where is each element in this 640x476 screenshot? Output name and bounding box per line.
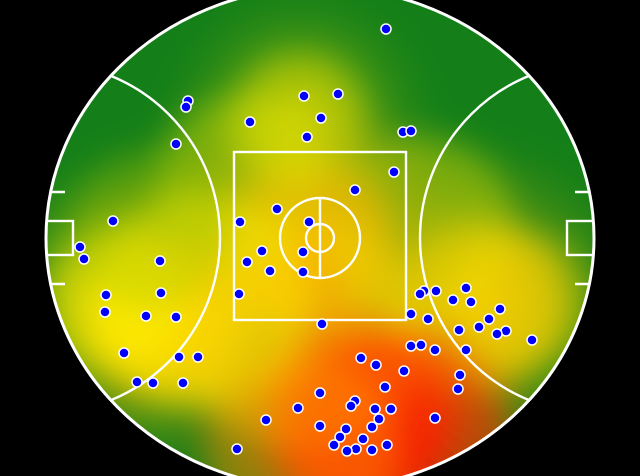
oval-boundary (44, 0, 596, 476)
scatter-point[interactable] (452, 383, 464, 395)
scatter-point[interactable] (334, 431, 346, 443)
scatter-point[interactable] (414, 288, 426, 300)
scatter-point[interactable] (147, 377, 159, 389)
scatter-point[interactable] (241, 256, 253, 268)
scatter-point[interactable] (388, 166, 400, 178)
scatter-point[interactable] (140, 310, 152, 322)
scatter-point[interactable] (131, 376, 143, 388)
scatter-point[interactable] (292, 402, 304, 414)
scatter-point[interactable] (340, 423, 352, 435)
scatter-point[interactable] (453, 324, 465, 336)
goal-square-right (565, 219, 595, 257)
scatter-point[interactable] (373, 413, 385, 425)
scatter-point[interactable] (314, 387, 326, 399)
density-blob (70, 150, 230, 310)
scatter-point[interactable] (465, 296, 477, 308)
scatter-point[interactable] (473, 321, 485, 333)
scatter-point[interactable] (303, 216, 315, 228)
scatter-point[interactable] (78, 253, 90, 265)
scatter-point[interactable] (494, 303, 506, 315)
scatter-point[interactable] (256, 245, 268, 257)
scatter-point[interactable] (244, 116, 256, 128)
scatter-point[interactable] (398, 365, 410, 377)
scatter-point[interactable] (422, 313, 434, 325)
scatter-point[interactable] (233, 288, 245, 300)
scatter-point[interactable] (447, 294, 459, 306)
scatter-point[interactable] (180, 101, 192, 113)
scatter-point[interactable] (405, 125, 417, 137)
scatter-point[interactable] (345, 400, 357, 412)
scatter-point[interactable] (155, 287, 167, 299)
scatter-point[interactable] (118, 347, 130, 359)
scatter-point[interactable] (192, 351, 204, 363)
scatter-point[interactable] (370, 359, 382, 371)
scatter-point[interactable] (405, 308, 417, 320)
scatter-point[interactable] (99, 306, 111, 318)
scatter-point[interactable] (234, 216, 246, 228)
scatter-point[interactable] (454, 369, 466, 381)
scatter-point[interactable] (328, 439, 340, 451)
scatter-point[interactable] (297, 246, 309, 258)
scatter-point[interactable] (369, 403, 381, 415)
scatter-point[interactable] (301, 131, 313, 143)
scatter-point[interactable] (430, 285, 442, 297)
scatter-point[interactable] (429, 344, 441, 356)
scatter-point[interactable] (415, 339, 427, 351)
scatter-point[interactable] (385, 403, 397, 415)
scatter-point[interactable] (173, 351, 185, 363)
scatter-point[interactable] (460, 344, 472, 356)
scatter-point[interactable] (298, 90, 310, 102)
scatter-point[interactable] (349, 184, 361, 196)
scatter-point[interactable] (379, 381, 391, 393)
scatter-point[interactable] (177, 377, 189, 389)
scatter-point[interactable] (366, 421, 378, 433)
scatter-point[interactable] (271, 203, 283, 215)
scatter-point[interactable] (170, 311, 182, 323)
density-blob (450, 230, 590, 370)
scatter-point[interactable] (170, 138, 182, 150)
scatter-point[interactable] (231, 443, 243, 455)
scatter-point[interactable] (154, 255, 166, 267)
scatter-point[interactable] (526, 334, 538, 346)
scatter-point[interactable] (341, 445, 353, 457)
scatter-point[interactable] (380, 23, 392, 35)
scatter-point[interactable] (405, 340, 417, 352)
scatter-point[interactable] (429, 412, 441, 424)
scatter-point[interactable] (460, 282, 472, 294)
scatter-point[interactable] (107, 215, 119, 227)
scatter-point[interactable] (315, 112, 327, 124)
scatter-point[interactable] (316, 318, 328, 330)
scatter-point[interactable] (264, 265, 276, 277)
scatter-point[interactable] (357, 433, 369, 445)
scatter-point[interactable] (355, 352, 367, 364)
goal-square-left (45, 219, 75, 257)
scatter-point[interactable] (381, 439, 393, 451)
scatter-point[interactable] (483, 313, 495, 325)
scatter-point[interactable] (74, 241, 86, 253)
fifty-metre-arc-left (45, 61, 222, 415)
scatter-point[interactable] (260, 414, 272, 426)
scatter-point[interactable] (100, 289, 112, 301)
scatter-points-layer (74, 23, 538, 457)
fifty-metre-arc-right (418, 61, 595, 415)
scatter-point[interactable] (491, 328, 503, 340)
scatter-point[interactable] (314, 420, 326, 432)
scatter-point[interactable] (332, 88, 344, 100)
scatter-point[interactable] (297, 266, 309, 278)
scatter-point[interactable] (366, 444, 378, 456)
